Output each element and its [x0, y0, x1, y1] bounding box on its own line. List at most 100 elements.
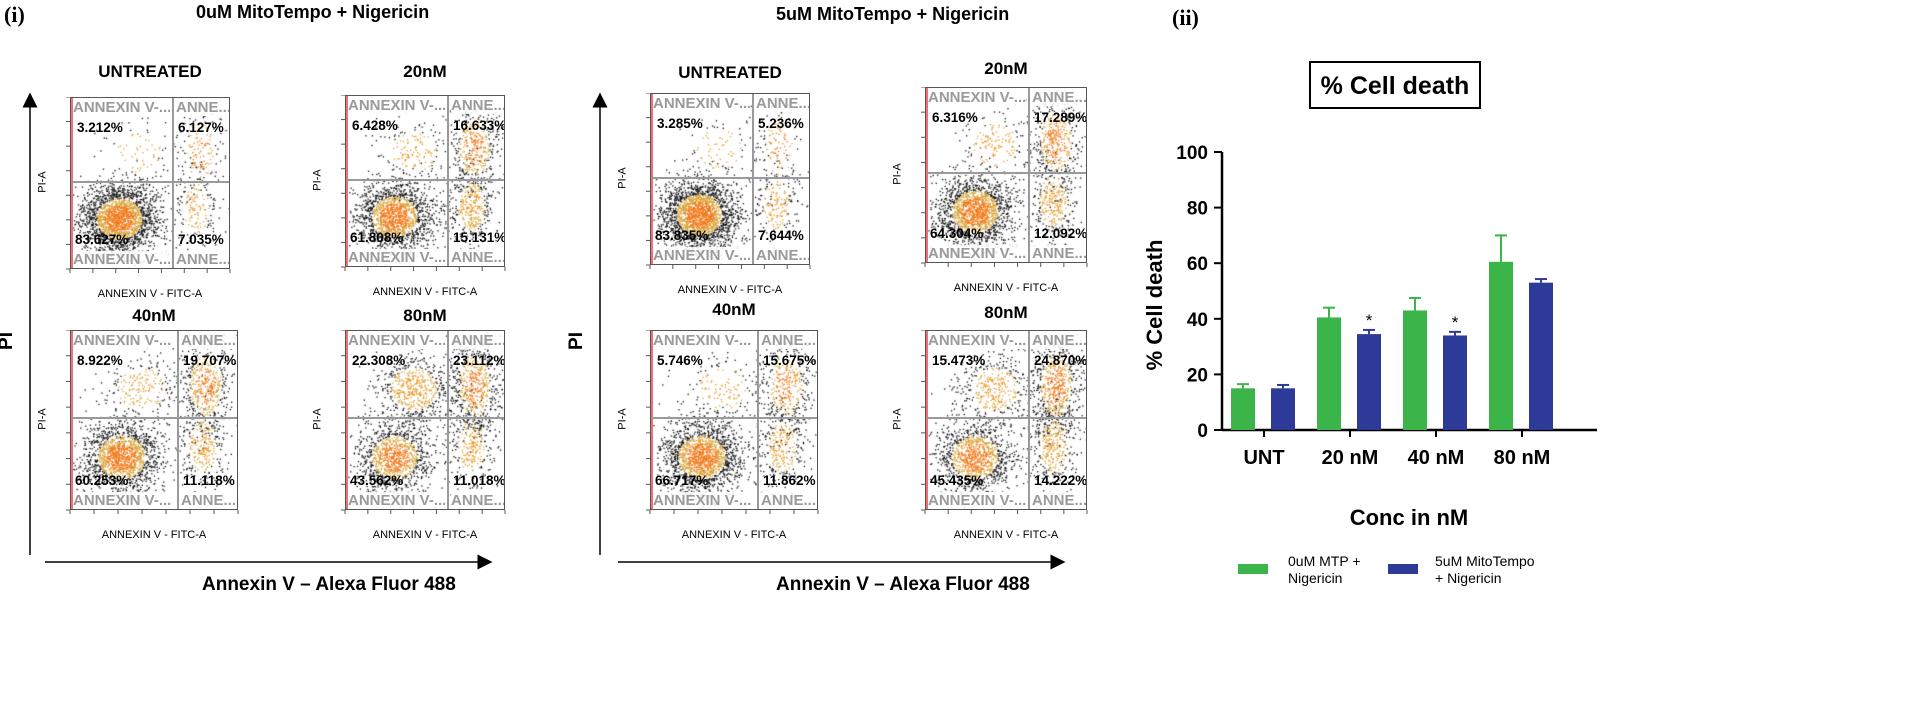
flow-plot-title: 40nM	[712, 300, 756, 319]
bar-chart: % Cell death % Cell death Conc in nM 0 20…	[1142, 61, 1597, 586]
gate-label-lower-right: ANNE...	[176, 251, 229, 268]
pct-lower-right: 14.222%	[1034, 473, 1087, 488]
chart-xlabel: Conc in nM	[1350, 505, 1469, 530]
flow-plot: ANNEXIN V-... ANNE... ANNEXIN V-... ANNE...…	[650, 93, 810, 265]
flow-x-axis-label: ANNEXIN V - FITC-A	[953, 529, 1059, 541]
chart-title: % Cell death	[1321, 72, 1470, 100]
flow-plot-title: UNTREATED	[98, 62, 202, 81]
flow-plot-title: 80nM	[403, 306, 447, 325]
legend-label-0um-line2: Nigericin	[1288, 570, 1342, 586]
pct-lower-right: 11.118%	[183, 473, 235, 488]
quadrant-gate-horizontal	[926, 172, 1086, 174]
flow-ticks	[921, 87, 1088, 267]
flow-plot: ANNEXIN V-... ANNE... ANNEXIN V-... ANNE...…	[70, 330, 238, 510]
gate-label-upper-right: ANNE...	[451, 332, 504, 349]
pct-lower-right: 15.131%	[453, 230, 505, 245]
flow-x-axis-label: ANNEXIN V - FITC-A	[677, 284, 783, 296]
bar	[1403, 310, 1427, 430]
bar	[1489, 261, 1513, 430]
pct-upper-left: 8.922%	[77, 353, 123, 368]
legend-label-0um-line1: 0uM MTP +	[1288, 553, 1361, 569]
y-tick-label: 20	[1187, 365, 1208, 386]
gate-label-lower-right: ANNE...	[451, 249, 504, 266]
flow-plot-title: 20nM	[984, 59, 1028, 78]
group-title-0um: 0uM MitoTempo + Nigericin	[196, 2, 430, 22]
legend-label-5um-line1: 5uM MitoTempo	[1435, 553, 1535, 569]
pct-lower-left: 66.717%	[655, 473, 709, 488]
pct-upper-left: 3.212%	[77, 120, 123, 135]
pct-lower-right: 11.018%	[453, 473, 505, 488]
gate-label-lower-right: ANNE...	[756, 247, 809, 264]
y-tick-label: 60	[1187, 254, 1208, 275]
pct-lower-left: 60.253%	[75, 473, 129, 488]
bar	[1529, 282, 1553, 430]
gate-label-lower-left: ANNEXIN V-...	[928, 245, 1026, 262]
pct-lower-left: 45.435%	[930, 473, 984, 488]
quadrant-gate-vertical	[757, 331, 759, 509]
bar	[1231, 388, 1255, 430]
gate-label-lower-left: ANNEXIN V-...	[73, 492, 172, 509]
flow-y-axis-label: PI-A	[36, 171, 49, 193]
flow-y-axis-label: PI-A	[891, 408, 904, 430]
gate-label-lower-left: ANNEXIN V-...	[653, 492, 752, 509]
flow-ticks	[921, 330, 1088, 514]
pct-upper-left: 15.473%	[932, 353, 986, 368]
red-axis-edge	[651, 94, 653, 264]
group-title-5um: 5uM MitoTempo + Nigericin	[776, 4, 1010, 24]
pct-upper-left: 22.308%	[352, 353, 406, 368]
flow-ticks	[341, 330, 506, 514]
flow-plot-title: 40nM	[132, 306, 176, 325]
flow-y-axis-label: PI-A	[616, 167, 629, 189]
quadrant-gate-vertical	[447, 331, 449, 509]
pct-lower-right: 11.862%	[763, 473, 816, 488]
flow-scatter-dots	[346, 331, 504, 509]
gate-label-upper-right: ANNE...	[756, 95, 809, 112]
quadrant-gate-horizontal	[346, 417, 504, 419]
significance-star: *	[1452, 313, 1459, 332]
pct-upper-left: 6.428%	[352, 118, 398, 133]
flow-ticks	[341, 95, 506, 271]
pct-upper-right: 6.127%	[178, 120, 224, 135]
flow-scatter-dots	[651, 94, 809, 264]
gate-label-upper-right: ANNE...	[181, 332, 237, 349]
red-axis-edge	[346, 331, 348, 509]
gate-label-upper-left: ANNEXIN V-...	[348, 97, 445, 114]
quadrant-gate-horizontal	[346, 179, 504, 181]
panel-label-ii: (ii)	[1172, 5, 1199, 30]
pct-lower-left: 43.562%	[350, 473, 404, 488]
bar	[1317, 317, 1341, 430]
gate-label-lower-left: ANNEXIN V-...	[653, 247, 750, 264]
x-tick-label: 80 nM	[1494, 447, 1551, 469]
flow-plot-title: 20nM	[403, 62, 447, 81]
gate-label-upper-right: ANNE...	[451, 97, 504, 114]
bar	[1357, 334, 1381, 430]
legend-swatch-5um	[1388, 564, 1418, 574]
quadrant-gate-horizontal	[71, 181, 229, 183]
pct-lower-left: 83.627%	[75, 232, 129, 247]
red-axis-edge	[651, 331, 653, 509]
bar	[1443, 335, 1467, 430]
flow-plot: ANNEXIN V-... ANNE... ANNEXIN V-... ANNE...…	[925, 330, 1087, 510]
gate-label-lower-left: ANNEXIN V-...	[928, 492, 1026, 509]
red-axis-edge	[71, 98, 73, 268]
panel-label-i: (i)	[4, 2, 25, 27]
quadrant-gate-horizontal	[651, 417, 817, 419]
bar-marks: * *	[1231, 234, 1553, 430]
quadrant-gate-vertical	[172, 98, 174, 268]
quadrant-gate-vertical	[177, 331, 179, 509]
x-tick-label: 40 nM	[1408, 447, 1465, 469]
pct-lower-left: 61.808%	[350, 230, 404, 245]
gate-label-upper-left: ANNEXIN V-...	[73, 99, 170, 116]
pct-lower-left: 64.304%	[930, 226, 984, 241]
pct-upper-right: 15.675%	[763, 353, 817, 368]
red-axis-edge	[926, 88, 928, 262]
bar-legend: 0uM MTP + Nigericin 5uM MitoTempo + Nige…	[1238, 553, 1535, 586]
gate-label-lower-right: ANNE...	[1032, 492, 1086, 509]
flow-x-axis-label: ANNEXIN V - FITC-A	[953, 282, 1059, 294]
gate-label-upper-left: ANNEXIN V-...	[73, 332, 172, 349]
flow-x-axis-label: ANNEXIN V - FITC-A	[372, 529, 478, 541]
pct-upper-right: 24.870%	[1034, 353, 1087, 368]
gate-label-lower-right: ANNE...	[181, 492, 237, 509]
significance-star: *	[1366, 311, 1373, 330]
x-tick-label: UNT	[1243, 447, 1284, 469]
